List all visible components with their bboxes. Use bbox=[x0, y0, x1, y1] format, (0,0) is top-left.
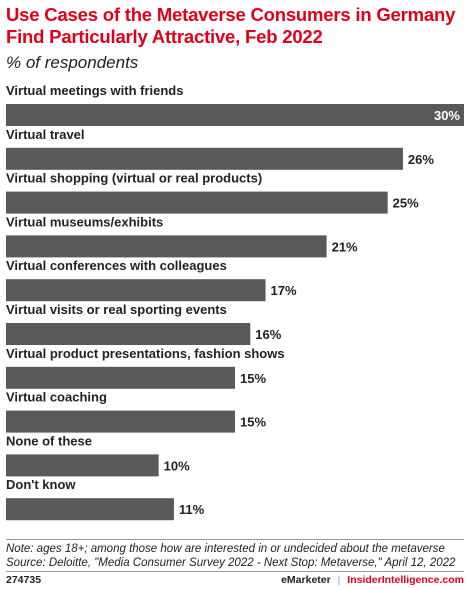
data-label: 16% bbox=[255, 327, 281, 342]
chart-id: 274735 bbox=[6, 574, 42, 586]
brand-separator: | bbox=[337, 574, 341, 586]
brand-insider-intelligence: InsiderIntelligence.com bbox=[347, 574, 464, 586]
bar bbox=[6, 366, 235, 389]
category-label: Virtual shopping (virtual or real produc… bbox=[6, 171, 262, 186]
category-label: Virtual museums/exhibits bbox=[6, 214, 163, 229]
bar bbox=[6, 410, 235, 433]
bar bbox=[6, 279, 266, 302]
chart-title: Use Cases of the Metaverse Consumers in … bbox=[6, 4, 456, 47]
data-label: 17% bbox=[271, 283, 297, 298]
bar bbox=[6, 323, 251, 345]
bar bbox=[6, 235, 327, 258]
bar bbox=[6, 191, 388, 214]
brand-logo: eMarketer | InsiderIntelligence.com bbox=[281, 574, 464, 586]
category-label: Don't know bbox=[6, 477, 76, 492]
bar bbox=[6, 454, 159, 477]
data-label: 10% bbox=[164, 458, 190, 473]
source-text: Source: Deloitte, "Media Consumer Survey… bbox=[6, 557, 456, 569]
category-label: Virtual coaching bbox=[6, 390, 107, 405]
chart-subtitle: % of respondents bbox=[6, 53, 139, 72]
data-label: 30% bbox=[434, 108, 460, 123]
category-label: None of these bbox=[6, 433, 92, 448]
footer-divider bbox=[6, 571, 464, 572]
data-label: 26% bbox=[408, 152, 434, 167]
brand-emarketer: eMarketer bbox=[281, 574, 331, 586]
data-label: 15% bbox=[240, 415, 266, 430]
chart-footnote: Note: ages 18+; among those how are inte… bbox=[6, 542, 455, 570]
bar bbox=[6, 147, 403, 170]
category-label: Virtual product presentations, fashion s… bbox=[6, 346, 285, 361]
data-label: 11% bbox=[179, 502, 205, 517]
category-label: Virtual meetings with friends bbox=[6, 83, 183, 98]
bar bbox=[6, 498, 174, 521]
category-label: Virtual visits or real sporting events bbox=[6, 302, 227, 317]
category-label: Virtual conferences with colleagues bbox=[6, 258, 227, 273]
divider-line bbox=[6, 539, 464, 540]
data-label: 21% bbox=[332, 239, 358, 254]
bar-chart: Virtual meetings with friends 30% Virtual … bbox=[6, 83, 464, 521]
data-label: 25% bbox=[393, 196, 419, 211]
bar bbox=[6, 104, 464, 126]
category-label: Virtual travel bbox=[6, 127, 85, 142]
data-label: 15% bbox=[240, 371, 266, 386]
note-text: Note: ages 18+; among those how are inte… bbox=[6, 543, 445, 555]
